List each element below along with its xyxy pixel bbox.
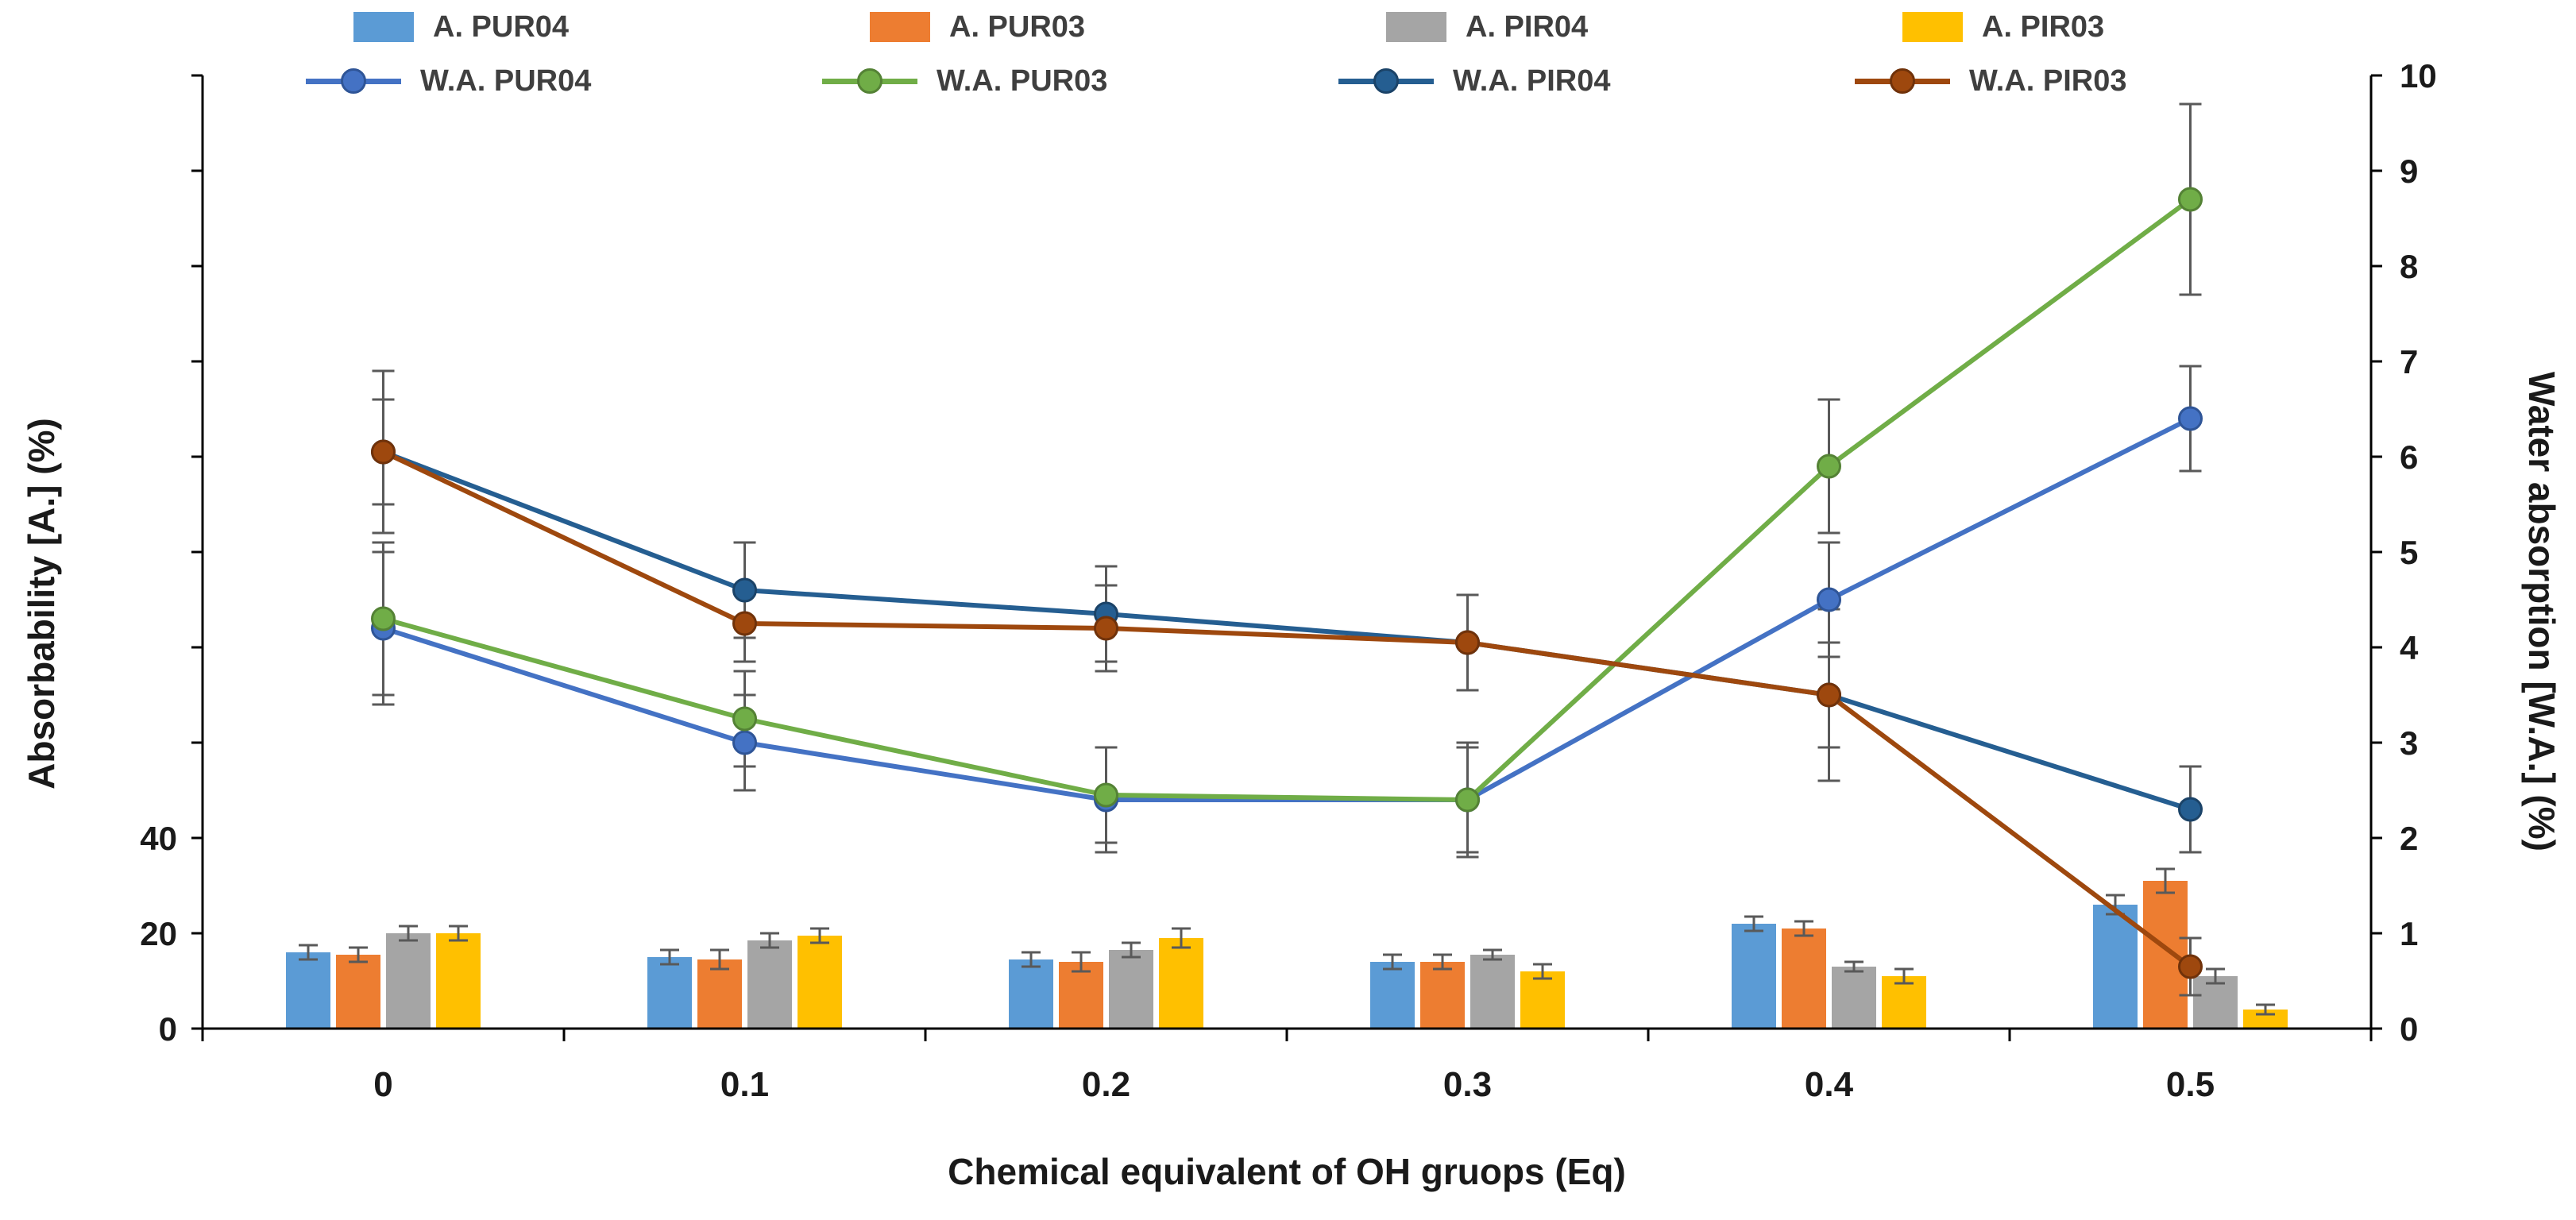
line-swatch-icon: [822, 64, 917, 98]
legend-row-lines: W.A. PUR04 W.A. PUR03 W.A. PIR04: [306, 60, 2466, 102]
bar-swatch-icon: [353, 12, 414, 42]
legend-item-a-pir04: A. PIR04: [1338, 10, 1855, 44]
x-axis-title: Chemical equivalent of OH gruops (Eq): [948, 1151, 1626, 1192]
svg-text:0.4: 0.4: [1805, 1065, 1854, 1104]
svg-text:0: 0: [373, 1065, 392, 1104]
svg-text:8: 8: [2400, 248, 2418, 285]
legend-item-wa-pir04: W.A. PIR04: [1338, 64, 1855, 98]
svg-text:1: 1: [2400, 915, 2418, 952]
svg-text:0: 0: [2400, 1010, 2418, 1048]
right-y-axis-title: Water absorption [W.A.] (%): [2521, 372, 2562, 851]
legend-row-bars: A. PUR04 A. PUR03 A. PIR04 A. PIR03: [306, 6, 2466, 48]
svg-text:0.1: 0.1: [720, 1065, 769, 1104]
legend-item-a-pur03: A. PUR03: [822, 10, 1338, 44]
legend-label: A. PUR03: [949, 10, 1086, 44]
bar-swatch-icon: [870, 12, 930, 42]
legend-item-wa-pir03: W.A. PIR03: [1855, 64, 2371, 98]
legend-label: W.A. PIR04: [1453, 64, 1611, 98]
legend-item-wa-pur04: W.A. PUR04: [306, 64, 822, 98]
left-y-axis-title: Absorbability [A.] (%): [21, 418, 62, 790]
bar-swatch-icon: [1902, 12, 1963, 42]
legend-label: A. PIR04: [1466, 10, 1589, 44]
svg-text:0.3: 0.3: [1443, 1065, 1492, 1104]
svg-text:10: 10: [2400, 57, 2437, 95]
svg-text:0.2: 0.2: [1082, 1065, 1130, 1104]
legend: A. PUR04 A. PUR03 A. PIR04 A. PIR03: [306, 6, 2466, 114]
svg-text:3: 3: [2400, 724, 2418, 762]
legend-item-a-pir03: A. PIR03: [1855, 10, 2371, 44]
bar-swatch-icon: [1386, 12, 1446, 42]
svg-text:0: 0: [159, 1010, 177, 1048]
svg-text:20: 20: [140, 915, 177, 952]
svg-text:4: 4: [2400, 629, 2419, 666]
svg-text:7: 7: [2400, 343, 2418, 380]
legend-item-a-pur04: A. PUR04: [306, 10, 822, 44]
svg-text:2: 2: [2400, 820, 2418, 857]
legend-label: A. PIR03: [1982, 10, 2105, 44]
line-swatch-icon: [1338, 64, 1434, 98]
svg-text:9: 9: [2400, 152, 2418, 190]
svg-text:0.5: 0.5: [2166, 1065, 2215, 1104]
svg-text:6: 6: [2400, 438, 2418, 476]
legend-label: A. PUR04: [433, 10, 570, 44]
legend-label: W.A. PIR03: [1969, 64, 2127, 98]
legend-item-wa-pur03: W.A. PUR03: [822, 64, 1338, 98]
legend-label: W.A. PUR04: [420, 64, 592, 98]
line-swatch-icon: [306, 64, 401, 98]
legend-label: W.A. PUR03: [937, 64, 1108, 98]
line-swatch-icon: [1855, 64, 1950, 98]
svg-text:40: 40: [140, 820, 177, 857]
svg-text:5: 5: [2400, 534, 2418, 571]
